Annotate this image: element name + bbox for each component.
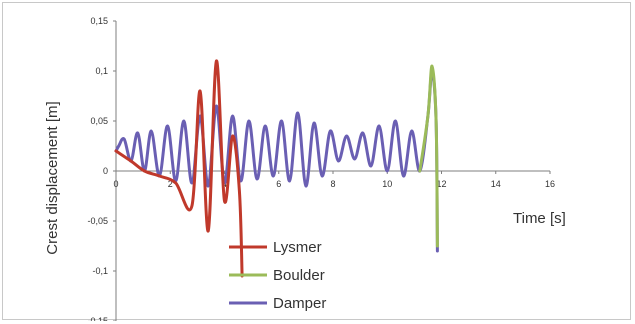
series-line-damper: [114, 69, 439, 253]
legend-label-damper: Damper: [273, 295, 326, 312]
series-line-boulder: [418, 64, 439, 248]
x-tick-label: 2: [168, 179, 173, 189]
x-tick-labels: 0 2 4 6 8 10 12 14 16: [113, 171, 555, 189]
series-line-lysmer: [114, 59, 244, 278]
x-tick-label: 10: [382, 179, 392, 189]
x-tick-label: 12: [436, 179, 446, 189]
series-lines: [114, 59, 439, 278]
legend-label-lysmer: Lysmer: [273, 239, 322, 256]
x-tick-label: 0: [113, 179, 118, 189]
y-tick-label: 0,1: [95, 66, 108, 76]
y-tick-label: -0,05: [87, 216, 108, 226]
x-tick-label: 14: [491, 179, 501, 189]
line-chart: 0,150,10,050-0,05-0,1-0,15 0 2 4 6 8 10 12 14 16…: [44, 16, 566, 321]
y-tick-label: -0,15: [87, 316, 108, 321]
y-tick-label: 0: [103, 166, 108, 176]
plot-area: 0,150,10,050-0,05-0,1-0,15 0 2 4 6 8 10 12 14 16: [87, 16, 555, 321]
y-tick-label: 0,15: [90, 16, 108, 26]
x-axis-title: Time [s]: [513, 210, 566, 227]
y-tick-labels: 0,15 0,1 0,05 0 -0,05 -0,1 -0,15: [87, 16, 116, 321]
y-tick-label: -0,1: [92, 266, 108, 276]
y-axis-title: Crest displacement [m]: [44, 101, 61, 254]
x-tick-label: 6: [276, 179, 281, 189]
legend: Lysmer Boulder Damper: [229, 239, 326, 312]
x-tick-label: 16: [545, 179, 555, 189]
chart-frame: 0,15 0,1 0,05 0 -0,05 -0,1 -0,15 0 2 4 6 8 10 12 14 16…: [2, 2, 631, 321]
y-tick-label: 0,05: [90, 116, 108, 126]
x-tick-label: 8: [330, 179, 335, 189]
legend-label-boulder: Boulder: [273, 267, 325, 284]
